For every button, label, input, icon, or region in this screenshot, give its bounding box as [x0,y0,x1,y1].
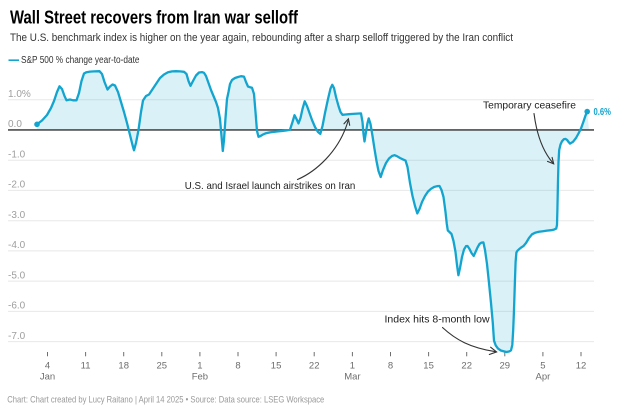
svg-text:-7.0: -7.0 [8,331,26,342]
svg-text:-4.0: -4.0 [8,240,26,251]
svg-text:22: 22 [309,361,320,372]
svg-text:S&P 500 % change year-to-date: S&P 500 % change year-to-date [21,55,140,66]
svg-text:8: 8 [235,361,240,372]
svg-text:22: 22 [461,361,472,372]
svg-text:11: 11 [81,361,91,372]
svg-text:1.0%: 1.0% [8,89,31,100]
svg-text:29: 29 [500,361,511,372]
svg-text:Chart: Chart created by Lucy R: Chart: Chart created by Lucy Raitano | A… [7,394,324,404]
svg-text:25: 25 [157,361,168,372]
svg-text:-1.0: -1.0 [8,149,26,160]
svg-text:U.S. and Israel launch airstri: U.S. and Israel launch airstrikes on Ira… [185,180,356,192]
svg-text:1: 1 [350,361,355,372]
svg-text:Apr: Apr [536,372,551,383]
svg-text:Wall Street recovers from Iran: Wall Street recovers from Iran war sello… [10,8,299,28]
svg-text:Jan: Jan [40,372,55,383]
svg-text:-6.0: -6.0 [8,301,26,312]
svg-text:5: 5 [540,361,545,372]
svg-text:The U.S. benchmark index is hi: The U.S. benchmark index is higher on th… [10,32,514,44]
svg-text:Feb: Feb [192,372,208,383]
svg-text:-5.0: -5.0 [8,270,26,281]
svg-text:Temporary ceasefire: Temporary ceasefire [483,99,576,111]
svg-text:4: 4 [45,361,50,372]
svg-text:-2.0: -2.0 [8,180,26,191]
svg-text:18: 18 [118,361,129,372]
svg-text:-3.0: -3.0 [8,210,26,221]
svg-text:15: 15 [423,361,434,372]
svg-text:12: 12 [576,361,587,372]
svg-text:15: 15 [271,361,282,372]
svg-text:Mar: Mar [344,372,360,383]
svg-text:0.0: 0.0 [8,119,22,130]
svg-text:0.6%: 0.6% [594,107,612,118]
svg-text:Index hits 8-month low: Index hits 8-month low [385,314,490,326]
svg-text:8: 8 [388,361,393,372]
svg-text:1: 1 [197,361,202,372]
